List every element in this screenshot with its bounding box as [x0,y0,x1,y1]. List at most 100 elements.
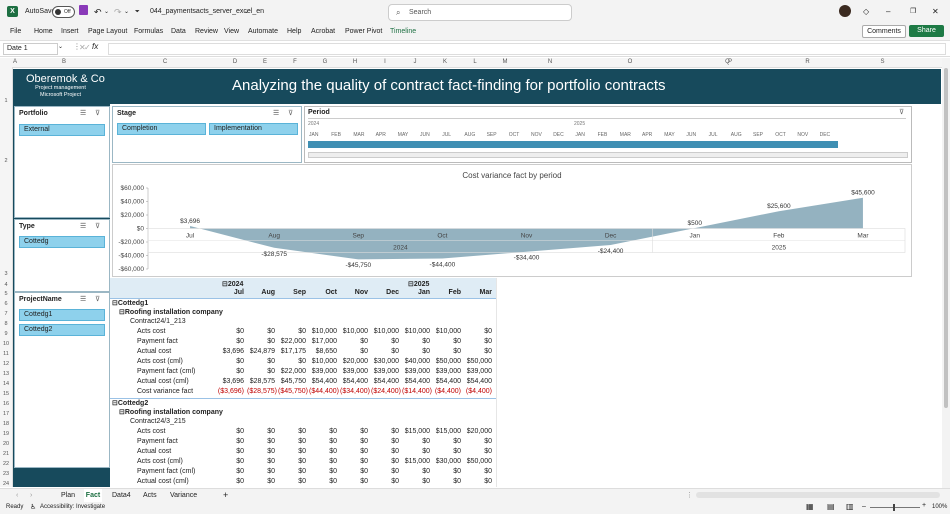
slicer-item[interactable]: Cottedg1 [19,309,105,321]
table-cell[interactable]: $0 [267,368,275,375]
avatar[interactable] [839,5,851,17]
table-cell[interactable]: $15,000 [435,428,461,435]
menu-file[interactable]: File [10,28,22,35]
col-header[interactable]: P [727,59,732,65]
table-cell[interactable]: $0 [329,478,337,485]
table-cell[interactable]: $0 [422,448,430,455]
table-cell[interactable]: $0 [236,358,244,365]
menu-page-layout[interactable]: Page Layout [88,28,128,35]
slicer-item[interactable]: Cottedg2 [19,324,105,336]
table-cell[interactable]: $54,400 [435,378,461,385]
tab-splitter-icon[interactable]: ⋮ [686,492,693,499]
table-cell[interactable]: $0 [236,448,244,455]
timeline-month[interactable]: NOV [797,132,809,138]
table-cell[interactable]: $39,000 [373,368,399,375]
row-header[interactable]: 19 [2,431,10,437]
table-cell[interactable]: $0 [453,438,461,445]
menu-power-pivot[interactable]: Power Pivot [345,28,383,35]
comments-button[interactable]: Comments [862,25,906,38]
table-cell[interactable]: $40,000 [404,358,430,365]
table-cell[interactable]: $22,000 [280,338,306,345]
undo-icon[interactable]: ↶ [94,7,102,17]
table-cell[interactable]: $0 [236,458,244,465]
table-cell[interactable]: $0 [453,348,461,355]
table-cell[interactable]: $50,000 [466,358,492,365]
table-cell[interactable]: $0 [329,458,337,465]
table-cell[interactable]: $0 [267,478,275,485]
timeline-month[interactable]: FEB [331,132,341,138]
zoom-out-icon[interactable]: – [862,503,866,510]
table-cell[interactable]: $30,000 [373,358,399,365]
pivot-year[interactable]: ⊟2025 [408,281,430,288]
table-cell[interactable]: $0 [267,338,275,345]
table-cell[interactable]: $0 [267,468,275,475]
col-header[interactable]: N [547,59,553,65]
timeline-month[interactable]: OCT [508,132,520,138]
timeline-month[interactable]: MAY [397,132,409,138]
pivot-year[interactable]: ⊟2024 [222,281,244,288]
normal-view-icon[interactable]: ▦ [806,502,814,511]
timeline-month[interactable]: MAY [664,132,675,138]
table-cell[interactable]: $0 [360,458,368,465]
add-sheet-icon[interactable]: + [223,490,229,500]
table-cell[interactable]: $0 [422,338,430,345]
col-header[interactable]: I [384,59,386,65]
restore-icon[interactable]: ❐ [910,8,917,15]
cancel-icon[interactable]: ✕ [79,43,86,52]
table-cell[interactable]: $0 [267,358,275,365]
col-header[interactable]: G [322,59,328,65]
table-cell[interactable]: $0 [236,328,244,335]
timeline-month[interactable]: NOV [531,132,542,138]
table-cell[interactable]: $10,000 [404,328,430,335]
table-cell[interactable]: $0 [391,478,399,485]
menu-formulas[interactable]: Formulas [134,28,164,35]
undo-dropdown-icon[interactable]: ⌄ [104,9,110,15]
table-cell[interactable]: $39,000 [342,368,368,375]
clear-filter-icon[interactable]: ⊽ [95,296,101,303]
table-cell[interactable]: $30,000 [435,458,461,465]
table-cell[interactable]: $0 [329,428,337,435]
redo-dropdown-icon[interactable]: ⌄ [124,9,130,15]
insert-function-button[interactable]: fx [92,42,99,51]
table-cell[interactable]: $0 [267,438,275,445]
timeline-scrollbar[interactable] [308,152,908,158]
timeline-month[interactable]: SEP [486,132,497,138]
file-name[interactable]: 044_paymentsacts_server_excel_en [150,8,265,15]
table-cell[interactable]: $0 [453,468,461,475]
menu-acrobat[interactable]: Acrobat [311,28,336,35]
timeline-month[interactable]: JUL [708,132,718,138]
vertical-scrollbar[interactable] [942,58,950,488]
page-break-view-icon[interactable]: ▥ [846,502,854,511]
table-cell[interactable]: $17,175 [280,348,306,355]
table-cell[interactable]: $0 [484,328,492,335]
timeline-month[interactable]: FEB [597,132,608,138]
row-header[interactable]: 4 [4,282,8,288]
row-header[interactable]: 1 [4,98,8,104]
table-cell[interactable]: $0 [453,448,461,455]
row-header[interactable]: 5 [4,291,8,297]
timeline-selection-bar[interactable] [308,141,838,148]
timeline-month[interactable]: AUG [464,132,476,138]
table-cell[interactable]: $0 [360,438,368,445]
row-header[interactable]: 3 [4,271,8,277]
row-header[interactable]: 23 [2,471,10,477]
timeline-month[interactable]: SEP [753,132,764,138]
table-cell[interactable]: $20,000 [466,428,492,435]
menu-help[interactable]: Help [287,28,302,35]
row-header[interactable]: 12 [2,361,10,367]
clear-filter-icon[interactable]: ⊽ [95,110,101,117]
table-cell[interactable]: $0 [422,438,430,445]
table-cell[interactable]: $0 [236,468,244,475]
table-cell[interactable]: $15,000 [404,428,430,435]
autosave-toggle[interactable]: Off [52,6,75,18]
col-header[interactable]: D [232,59,238,65]
name-box-chevron-icon[interactable]: ⌄ [58,44,64,50]
table-cell[interactable]: $0 [298,458,306,465]
table-cell[interactable]: $10,000 [342,328,368,335]
table-cell[interactable]: $0 [391,458,399,465]
timeline-month[interactable]: AUG [730,132,742,138]
clear-filter-icon[interactable]: ⊽ [899,109,905,116]
table-cell[interactable]: $0 [236,438,244,445]
formula-input[interactable] [108,43,946,55]
col-header[interactable]: E [262,59,267,65]
